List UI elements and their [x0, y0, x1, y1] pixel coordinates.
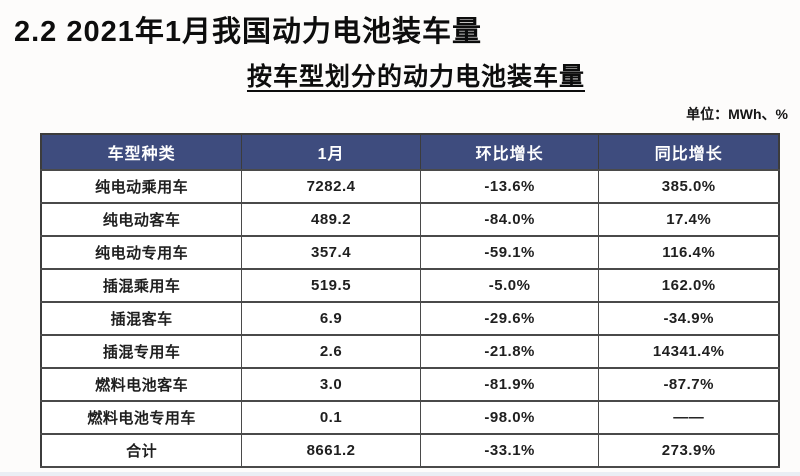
cell-mom: -81.9% — [419, 367, 600, 402]
cell-yoy: 17.4% — [598, 202, 780, 237]
units-note: 单位：MWh、% — [686, 106, 788, 122]
header-january: 1月 — [241, 133, 421, 171]
cell-mom: -59.1% — [419, 235, 600, 270]
table-row: 插混乘用车 519.5 -5.0% 162.0% — [40, 268, 780, 303]
cell-january: 6.9 — [241, 301, 421, 336]
cell-category: 纯电动客车 — [40, 202, 243, 237]
table-row: 燃料电池专用车 0.1 -98.0% —— — [40, 400, 780, 435]
cell-category: 插混客车 — [40, 301, 243, 336]
page-title: 2.2 2021年1月我国动力电池装车量 — [14, 16, 483, 48]
table-row: 插混专用车 2.6 -21.8% 14341.4% — [40, 334, 780, 369]
cell-january: 2.6 — [241, 334, 421, 369]
cell-mom: -29.6% — [419, 301, 600, 336]
cell-category: 插混专用车 — [40, 334, 243, 369]
cell-mom: -21.8% — [419, 334, 600, 369]
cell-yoy: 162.0% — [598, 268, 780, 303]
table-row: 纯电动乘用车 7282.4 -13.6% 385.0% — [40, 169, 780, 204]
cell-january: 3.0 — [241, 367, 421, 402]
battery-install-table: 车型种类 1月 环比增长 同比增长 纯电动乘用车 7282.4 -13.6% 3… — [40, 133, 780, 468]
cell-january: 489.2 — [241, 202, 421, 237]
table-row: 纯电动专用车 357.4 -59.1% 116.4% — [40, 235, 780, 270]
cell-january: 0.1 — [241, 400, 421, 435]
cell-january: 357.4 — [241, 235, 421, 270]
cell-yoy: 14341.4% — [598, 334, 780, 369]
cell-category: 燃料电池客车 — [40, 367, 243, 402]
cell-category: 合计 — [40, 433, 243, 468]
cell-category: 纯电动专用车 — [40, 235, 243, 270]
cell-january: 7282.4 — [241, 169, 421, 204]
header-mom-growth: 环比增长 — [419, 133, 600, 171]
cell-category: 插混乘用车 — [40, 268, 243, 303]
cell-yoy: -34.9% — [598, 301, 780, 336]
cell-category: 燃料电池专用车 — [40, 400, 243, 435]
cell-january: 519.5 — [241, 268, 421, 303]
table-row: 纯电动客车 489.2 -84.0% 17.4% — [40, 202, 780, 237]
table-row: 插混客车 6.9 -29.6% -34.9% — [40, 301, 780, 336]
cell-january: 8661.2 — [241, 433, 421, 468]
cell-mom: -98.0% — [419, 400, 600, 435]
cell-category: 纯电动乘用车 — [40, 169, 243, 204]
table-row: 燃料电池客车 3.0 -81.9% -87.7% — [40, 367, 780, 402]
cell-mom: -33.1% — [419, 433, 600, 468]
cell-yoy: -87.7% — [598, 367, 780, 402]
cell-mom: -13.6% — [419, 169, 600, 204]
bottom-strip — [0, 472, 800, 476]
header-vehicle-type: 车型种类 — [40, 133, 243, 171]
cell-mom: -5.0% — [419, 268, 600, 303]
cell-yoy: 273.9% — [598, 433, 780, 468]
header-yoy-growth: 同比增长 — [598, 133, 780, 171]
table-title: 按车型划分的动力电池装车量 — [246, 63, 585, 91]
cell-yoy: —— — [598, 400, 780, 435]
cell-yoy: 385.0% — [598, 169, 780, 204]
table-header-row: 车型种类 1月 环比增长 同比增长 — [40, 133, 780, 171]
cell-yoy: 116.4% — [598, 235, 780, 270]
table-total-row: 合计 8661.2 -33.1% 273.9% — [40, 433, 780, 468]
cell-mom: -84.0% — [419, 202, 600, 237]
